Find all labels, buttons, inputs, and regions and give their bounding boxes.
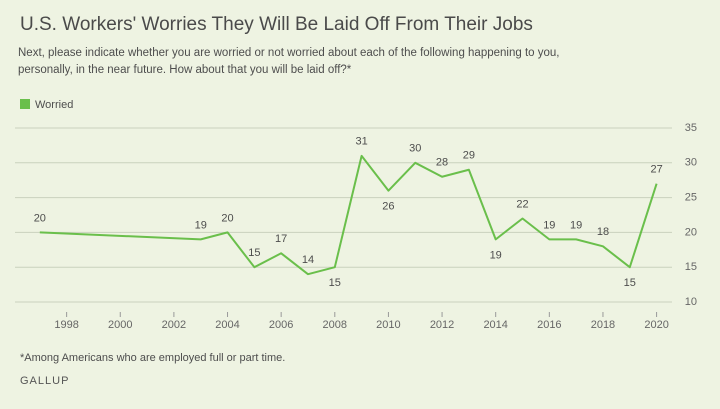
data-label: 14 bbox=[302, 254, 314, 266]
y-tick-label: 25 bbox=[685, 192, 697, 204]
x-tick-label: 2004 bbox=[215, 319, 239, 331]
x-tick-label: 2014 bbox=[483, 319, 507, 331]
data-label: 17 bbox=[275, 233, 287, 245]
data-label: 26 bbox=[382, 201, 394, 213]
data-label: 15 bbox=[248, 247, 260, 259]
y-tick-label: 30 bbox=[685, 157, 697, 169]
data-label: 29 bbox=[463, 150, 475, 162]
source: GALLUP bbox=[20, 375, 69, 387]
footnote: *Among Americans who are employed full o… bbox=[20, 352, 285, 364]
data-label: 20 bbox=[221, 212, 233, 224]
data-label: 27 bbox=[650, 164, 662, 176]
x-tick-label: 2012 bbox=[430, 319, 454, 331]
y-tick-label: 15 bbox=[685, 261, 697, 273]
x-tick-label: 2002 bbox=[162, 319, 186, 331]
y-tick-label: 35 bbox=[685, 122, 697, 134]
chart-subtitle: Next, please indicate whether you are wo… bbox=[18, 47, 560, 76]
data-label: 19 bbox=[543, 219, 555, 231]
x-tick-label: 2018 bbox=[591, 319, 615, 331]
data-label: 19 bbox=[195, 219, 207, 231]
data-label: 20 bbox=[34, 212, 46, 224]
x-tick-label: 2008 bbox=[323, 319, 347, 331]
x-tick-label: 2016 bbox=[537, 319, 561, 331]
y-tick-label: 20 bbox=[685, 226, 697, 238]
chart-title: U.S. Workers' Worries They Will Be Laid … bbox=[20, 14, 533, 35]
data-label: 15 bbox=[329, 277, 341, 289]
data-label: 30 bbox=[409, 143, 421, 155]
legend-label: Worried bbox=[35, 99, 73, 111]
data-label: 15 bbox=[624, 277, 636, 289]
data-label: 28 bbox=[436, 157, 448, 169]
data-label: 19 bbox=[570, 219, 582, 231]
subtitle-box: Next, please indicate whether you are wo… bbox=[18, 47, 560, 76]
x-tick-label: 2020 bbox=[644, 319, 668, 331]
x-tick-label: 1998 bbox=[54, 319, 78, 331]
x-tick-label: 2006 bbox=[269, 319, 293, 331]
data-line bbox=[39, 154, 658, 276]
x-tick-label: 2000 bbox=[108, 319, 132, 331]
legend-swatch bbox=[20, 99, 30, 109]
data-label: 18 bbox=[597, 226, 609, 238]
x-tick-label: 2010 bbox=[376, 319, 400, 331]
data-label: 31 bbox=[355, 136, 367, 148]
y-tick-label: 10 bbox=[685, 296, 697, 308]
data-label: 22 bbox=[516, 198, 528, 210]
data-label: 19 bbox=[490, 249, 502, 261]
